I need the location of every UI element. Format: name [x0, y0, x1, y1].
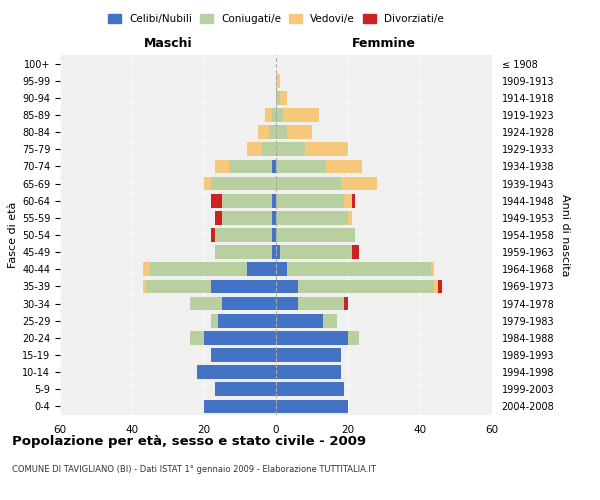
Bar [344, 194, 352, 207]
Bar [247, 262, 276, 276]
Bar [298, 296, 344, 310]
Bar [222, 194, 272, 207]
Y-axis label: Anni di nascita: Anni di nascita [560, 194, 570, 276]
Y-axis label: Fasce di età: Fasce di età [8, 202, 18, 268]
Bar [276, 142, 305, 156]
Bar [146, 280, 211, 293]
Bar [348, 331, 359, 344]
Bar [434, 280, 438, 293]
Bar [222, 211, 272, 224]
Bar [280, 246, 352, 259]
Bar [211, 348, 276, 362]
Text: Popolazione per età, sesso e stato civile - 2009: Popolazione per età, sesso e stato civil… [12, 435, 366, 448]
Bar [143, 262, 150, 276]
Bar [215, 228, 272, 242]
Text: Femmine: Femmine [352, 37, 416, 50]
Bar [352, 246, 359, 259]
Bar [287, 262, 431, 276]
Bar [323, 314, 337, 328]
Bar [305, 142, 348, 156]
Bar [272, 211, 276, 224]
Bar [211, 228, 215, 242]
Legend: Celibi/Nubili, Coniugati/e, Vedovi/e, Divorziati/e: Celibi/Nubili, Coniugati/e, Vedovi/e, Di… [104, 10, 448, 29]
Bar [276, 382, 344, 396]
Bar [276, 246, 280, 259]
Bar [276, 366, 341, 379]
Bar [229, 160, 272, 173]
Bar [276, 108, 283, 122]
Bar [190, 296, 222, 310]
Bar [215, 246, 272, 259]
Bar [276, 194, 344, 207]
Bar [287, 126, 312, 139]
Bar [438, 280, 442, 293]
Bar [276, 228, 355, 242]
Bar [272, 194, 276, 207]
Bar [276, 262, 287, 276]
Bar [204, 176, 211, 190]
Bar [276, 400, 348, 413]
Bar [215, 382, 276, 396]
Bar [215, 211, 222, 224]
Bar [262, 142, 276, 156]
Bar [276, 296, 298, 310]
Bar [276, 176, 341, 190]
Bar [222, 296, 276, 310]
Bar [215, 160, 229, 173]
Bar [272, 228, 276, 242]
Bar [211, 314, 218, 328]
Bar [197, 366, 276, 379]
Bar [276, 160, 326, 173]
Text: COMUNE DI TAVIGLIANO (BI) - Dati ISTAT 1° gennaio 2009 - Elaborazione TUTTITALIA: COMUNE DI TAVIGLIANO (BI) - Dati ISTAT 1… [12, 465, 376, 474]
Bar [326, 160, 362, 173]
Bar [272, 160, 276, 173]
Bar [258, 126, 269, 139]
Bar [211, 176, 276, 190]
Bar [211, 194, 222, 207]
Bar [298, 280, 434, 293]
Bar [272, 246, 276, 259]
Bar [143, 280, 146, 293]
Bar [204, 331, 276, 344]
Bar [431, 262, 434, 276]
Bar [211, 280, 276, 293]
Bar [276, 348, 341, 362]
Bar [344, 296, 348, 310]
Bar [204, 400, 276, 413]
Bar [283, 108, 319, 122]
Bar [276, 314, 323, 328]
Bar [247, 142, 262, 156]
Bar [341, 176, 377, 190]
Bar [276, 126, 287, 139]
Bar [276, 280, 298, 293]
Bar [280, 91, 287, 104]
Bar [352, 194, 355, 207]
Bar [218, 314, 276, 328]
Bar [272, 108, 276, 122]
Bar [276, 331, 348, 344]
Bar [269, 126, 276, 139]
Bar [276, 74, 280, 88]
Bar [265, 108, 272, 122]
Bar [348, 211, 352, 224]
Bar [190, 331, 204, 344]
Text: Maschi: Maschi [143, 37, 193, 50]
Bar [150, 262, 247, 276]
Bar [276, 211, 348, 224]
Bar [276, 91, 280, 104]
